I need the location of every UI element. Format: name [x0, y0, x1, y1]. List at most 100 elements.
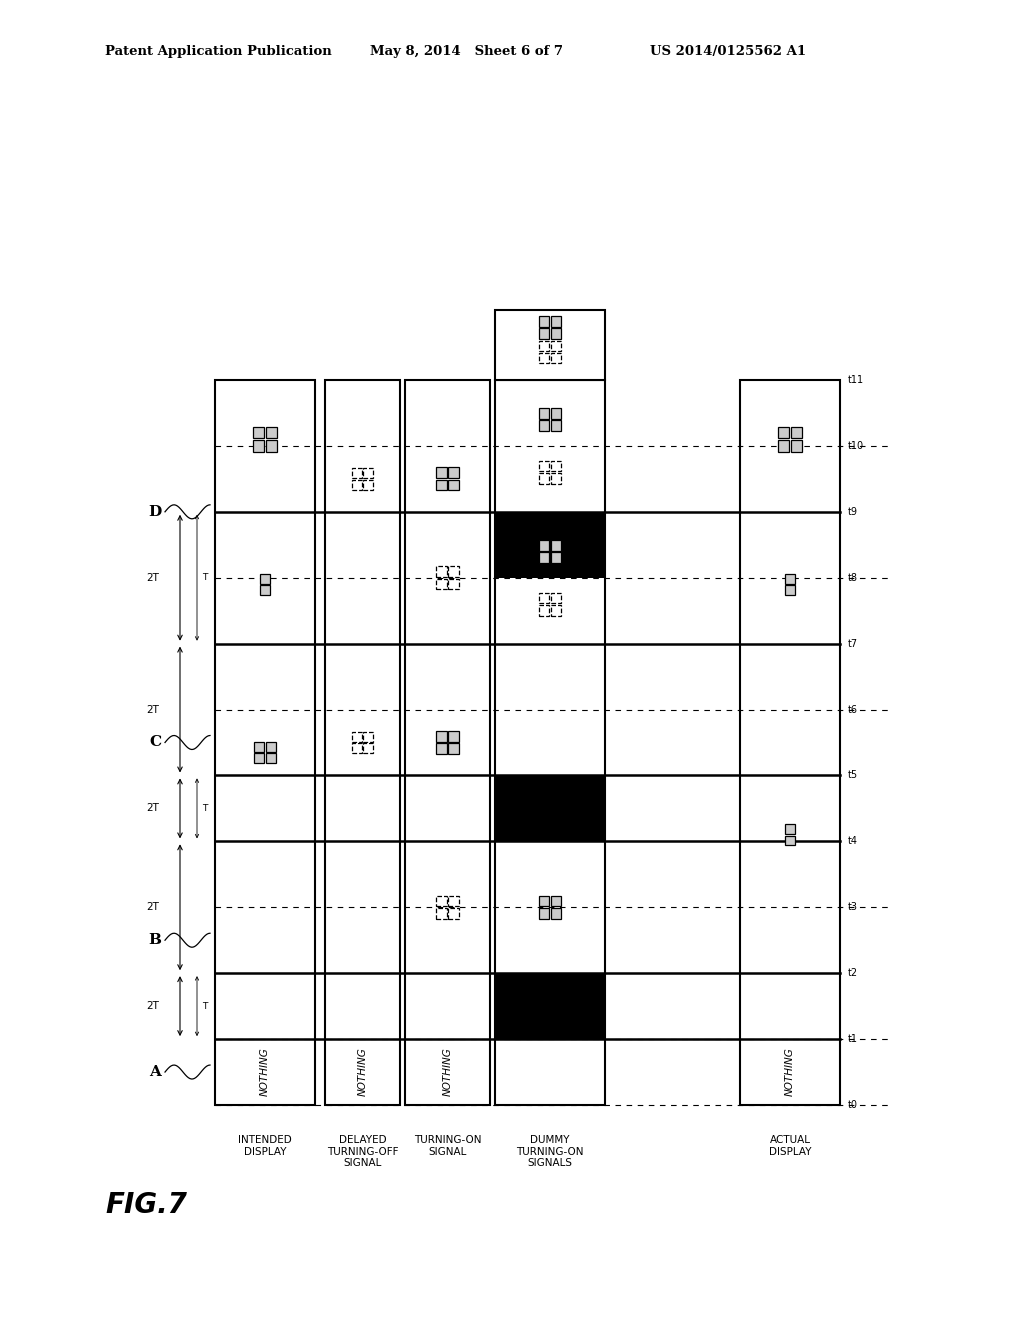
Bar	[436, 731, 446, 742]
Bar	[785, 836, 795, 845]
Bar	[539, 352, 549, 363]
Bar	[364, 743, 373, 754]
Bar	[551, 605, 561, 615]
Bar	[436, 743, 446, 754]
Bar	[495, 380, 605, 1105]
Text: C: C	[148, 735, 161, 750]
Bar	[253, 426, 264, 438]
Bar	[539, 420, 549, 432]
Bar	[539, 593, 549, 603]
Bar	[740, 380, 840, 1105]
Bar	[449, 908, 459, 919]
Text: t1: t1	[848, 1034, 858, 1044]
Bar	[254, 742, 264, 751]
Bar	[352, 743, 361, 754]
Bar	[539, 552, 549, 562]
Text: ACTUAL
DISPLAY: ACTUAL DISPLAY	[769, 1135, 811, 1156]
Bar	[266, 440, 278, 451]
Text: t5: t5	[848, 771, 858, 780]
Text: NOTHING: NOTHING	[357, 1048, 368, 1097]
Bar	[449, 731, 459, 742]
Bar	[551, 540, 561, 550]
Bar	[325, 380, 400, 1105]
Bar	[436, 566, 446, 577]
Bar	[352, 479, 361, 490]
Bar	[253, 440, 264, 451]
Text: t8: t8	[848, 573, 858, 582]
Text: NOTHING: NOTHING	[785, 1048, 795, 1097]
Text: T: T	[203, 573, 208, 582]
Bar	[551, 552, 561, 562]
Text: NOTHING: NOTHING	[260, 1048, 270, 1097]
Bar	[449, 479, 459, 490]
Text: 2T: 2T	[146, 903, 160, 912]
Bar	[791, 426, 802, 438]
Text: DUMMY
TURNING-ON
SIGNALS: DUMMY TURNING-ON SIGNALS	[516, 1135, 584, 1168]
Text: t10: t10	[848, 441, 864, 451]
Bar	[551, 593, 561, 603]
Bar	[449, 566, 459, 577]
Bar	[215, 380, 315, 1105]
Text: 2T: 2T	[146, 1001, 160, 1011]
Bar	[551, 341, 561, 351]
Bar	[266, 426, 278, 438]
Text: t2: t2	[848, 968, 858, 978]
Text: NOTHING: NOTHING	[442, 1048, 453, 1097]
Bar	[777, 440, 790, 451]
Bar	[449, 578, 459, 589]
Bar	[406, 380, 490, 1105]
Bar	[352, 469, 361, 478]
Text: INTENDED
DISPLAY: INTENDED DISPLAY	[239, 1135, 292, 1156]
Text: TURNING-ON
SIGNAL: TURNING-ON SIGNAL	[414, 1135, 481, 1156]
Bar	[539, 896, 549, 907]
Bar	[449, 467, 459, 478]
Bar	[551, 329, 561, 339]
Bar	[352, 731, 361, 742]
Text: t4: t4	[848, 837, 858, 846]
Bar	[785, 824, 795, 834]
Text: DELAYED
TURNING-OFF
SIGNAL: DELAYED TURNING-OFF SIGNAL	[327, 1135, 398, 1168]
Text: t0: t0	[848, 1100, 858, 1110]
Bar	[777, 426, 790, 438]
Bar	[495, 310, 605, 380]
Text: 2T: 2T	[146, 573, 160, 582]
Bar	[791, 440, 802, 451]
Bar	[364, 469, 373, 478]
Bar	[539, 473, 549, 483]
Text: B: B	[148, 933, 162, 948]
Bar	[449, 896, 459, 907]
Text: 2T: 2T	[146, 804, 160, 813]
Bar	[539, 329, 549, 339]
Text: US 2014/0125562 A1: US 2014/0125562 A1	[650, 45, 806, 58]
Text: FIG.7: FIG.7	[105, 1191, 186, 1218]
Bar	[260, 574, 270, 583]
Bar	[551, 461, 561, 471]
Bar	[364, 479, 373, 490]
Bar	[551, 908, 561, 919]
Bar	[539, 461, 549, 471]
Bar	[260, 585, 270, 595]
Bar	[266, 754, 275, 763]
Bar	[785, 574, 795, 583]
Text: t11: t11	[848, 375, 864, 385]
Bar	[551, 896, 561, 907]
Bar	[785, 585, 795, 595]
Text: t7: t7	[848, 639, 858, 648]
Text: t3: t3	[848, 903, 858, 912]
Text: 2T: 2T	[146, 705, 160, 714]
Bar	[495, 512, 605, 578]
Bar	[436, 578, 446, 589]
Bar	[539, 908, 549, 919]
Bar	[539, 540, 549, 550]
Bar	[436, 479, 446, 490]
Bar	[495, 973, 605, 1039]
Bar	[364, 731, 373, 742]
Bar	[495, 775, 605, 841]
Text: D: D	[148, 504, 162, 519]
Bar	[551, 473, 561, 483]
Bar	[449, 743, 459, 754]
Bar	[436, 908, 446, 919]
Bar	[436, 896, 446, 907]
Bar	[551, 408, 561, 418]
Bar	[539, 341, 549, 351]
